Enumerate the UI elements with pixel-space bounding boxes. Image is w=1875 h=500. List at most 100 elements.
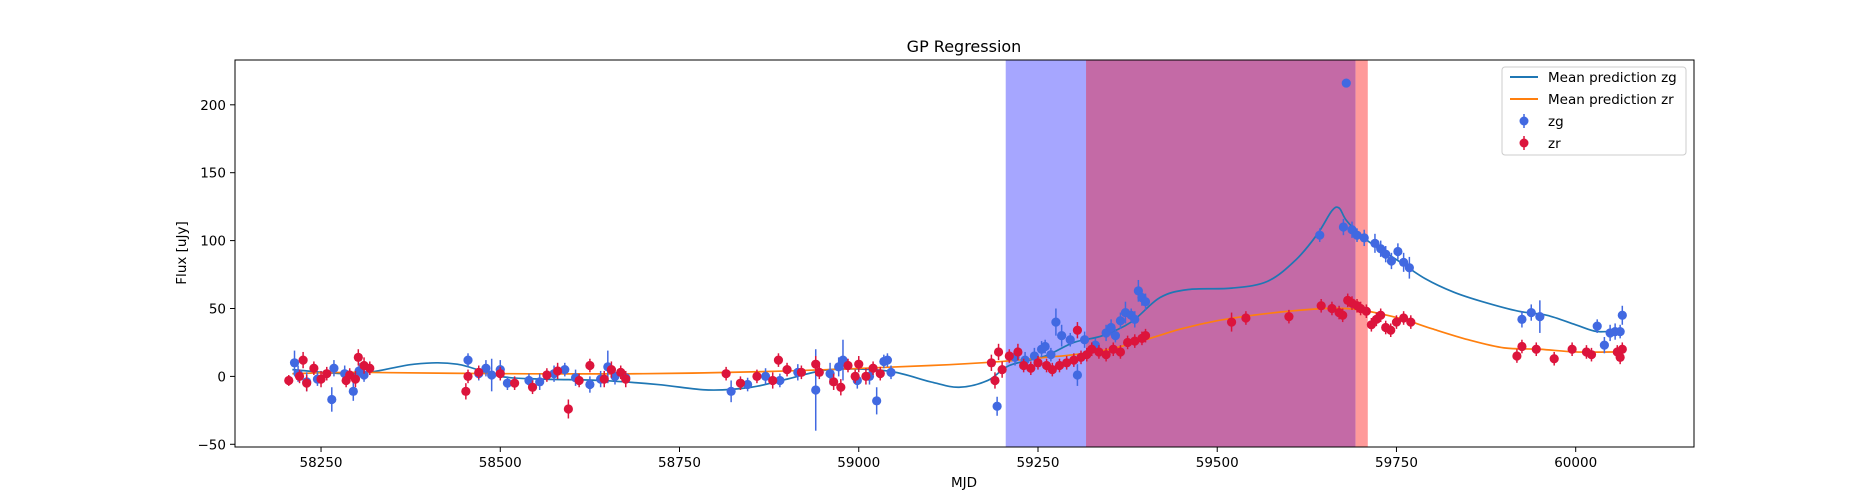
data-point-zr [1567, 344, 1577, 354]
data-point-zr [752, 371, 762, 381]
data-point-zg [825, 369, 835, 379]
data-point-zg [1399, 257, 1409, 267]
data-point-zr [1517, 341, 1527, 352]
data-point-zg [1615, 326, 1625, 337]
data-point-zg [1106, 322, 1116, 333]
data-point-zg [1072, 370, 1083, 380]
data-point-zr [621, 374, 631, 384]
data-point-zr [1087, 344, 1097, 354]
data-point-zg [1592, 321, 1602, 331]
data-point-zr [1338, 310, 1348, 320]
data-point-zr [1586, 350, 1597, 360]
data-point-zr [302, 378, 312, 388]
gp-mean-line-zr [292, 307, 1619, 375]
data-point-zr [495, 369, 505, 379]
data-point-zg [1051, 317, 1061, 327]
data-point-zr [986, 358, 996, 368]
chart-title: GP Regression [907, 37, 1022, 56]
legend-label-zg-points: zg [1548, 114, 1564, 130]
data-point-zg [560, 365, 570, 375]
y-axis-ticks: −50 0 50 100 150 200 [198, 98, 235, 453]
x-tick-label: 58750 [658, 455, 701, 471]
data-point-zr [350, 374, 361, 384]
data-point-zr [284, 375, 294, 386]
data-point-zg [289, 358, 300, 368]
data-point-zr [474, 367, 484, 377]
data-point-zg [872, 396, 882, 406]
data-point-zr [1130, 336, 1140, 346]
data-point-zg [882, 355, 893, 365]
data-point-zr [1512, 351, 1522, 361]
data-point-zg [1079, 335, 1090, 345]
legend-label-zg-line: Mean prediction zg [1548, 70, 1677, 86]
data-point-zg [585, 379, 595, 390]
y-tick-label: 200 [200, 98, 226, 114]
data-point-zg [1352, 230, 1362, 240]
data-point-zr [1531, 344, 1541, 354]
data-point-zg [1057, 331, 1067, 341]
data-point-zr [782, 365, 792, 375]
data-point-zr [773, 355, 784, 365]
data-point-zr [322, 369, 332, 379]
data-point-zg [1315, 230, 1325, 240]
data-point-zr [1617, 344, 1627, 354]
data-point-zr [574, 375, 584, 386]
data-point-zr [1026, 363, 1036, 373]
data-point-zg [811, 385, 821, 395]
data-point-zr [1226, 317, 1237, 327]
data-points [284, 78, 1627, 431]
data-point-zr [868, 363, 878, 373]
shaded-region-0 [1005, 60, 1087, 447]
data-point-zr [1316, 301, 1326, 311]
data-point-zg [1404, 263, 1414, 273]
x-axis-ticks: 58250 58500 58750 59000 59250 59500 59750 60000 [300, 447, 1597, 471]
data-point-zr [365, 363, 375, 373]
data-point-zg [502, 378, 513, 388]
data-point-zg [743, 379, 753, 390]
data-point-zr [553, 366, 563, 376]
x-tick-label: 58250 [300, 455, 343, 471]
data-point-zg [1599, 340, 1609, 350]
legend-label-zr-line: Mean prediction zr [1548, 92, 1674, 108]
data-point-zr [1376, 310, 1386, 320]
data-point-zr [854, 359, 864, 369]
data-point-zr [721, 369, 731, 379]
series-zr-points [284, 293, 1627, 419]
data-point-zg [463, 355, 473, 365]
data-point-zg [1046, 350, 1056, 360]
data-point-zr [1327, 303, 1337, 314]
data-point-zr [294, 371, 305, 381]
y-tick-label: 0 [217, 369, 226, 385]
data-point-zg [1133, 286, 1143, 296]
data-point-zg [481, 363, 491, 373]
data-point-zr [1013, 347, 1023, 357]
data-point-zg [524, 375, 534, 386]
data-point-zg [886, 367, 896, 377]
data-point-zg [1617, 310, 1627, 320]
data-point-zg [1535, 312, 1545, 322]
data-point-zg [1359, 233, 1369, 243]
y-tick-label: −50 [198, 437, 227, 453]
data-point-zr [1062, 358, 1072, 368]
data-point-zr [735, 378, 746, 388]
data-point-zr [510, 378, 520, 388]
data-point-zr [527, 382, 538, 392]
y-axis-label: Flux [uJy] [174, 221, 190, 284]
data-point-zr [616, 367, 626, 377]
data-point-zg [775, 375, 785, 386]
x-tick-label: 58500 [479, 455, 522, 471]
x-tick-label: 60000 [1554, 455, 1597, 471]
y-tick-label: 50 [209, 301, 226, 317]
y-tick-label: 100 [200, 234, 226, 250]
data-point-zr [1549, 354, 1559, 364]
data-point-zg [1370, 238, 1380, 248]
data-point-zr [990, 375, 1000, 386]
data-point-zr [585, 360, 595, 371]
data-point-zr [997, 365, 1007, 375]
data-point-zr [1115, 347, 1126, 357]
data-point-zr [836, 382, 846, 392]
data-point-zg [1526, 307, 1536, 318]
data-point-zr [461, 386, 471, 396]
data-point-zr [768, 375, 778, 386]
legend-marker-zr [1519, 138, 1529, 148]
